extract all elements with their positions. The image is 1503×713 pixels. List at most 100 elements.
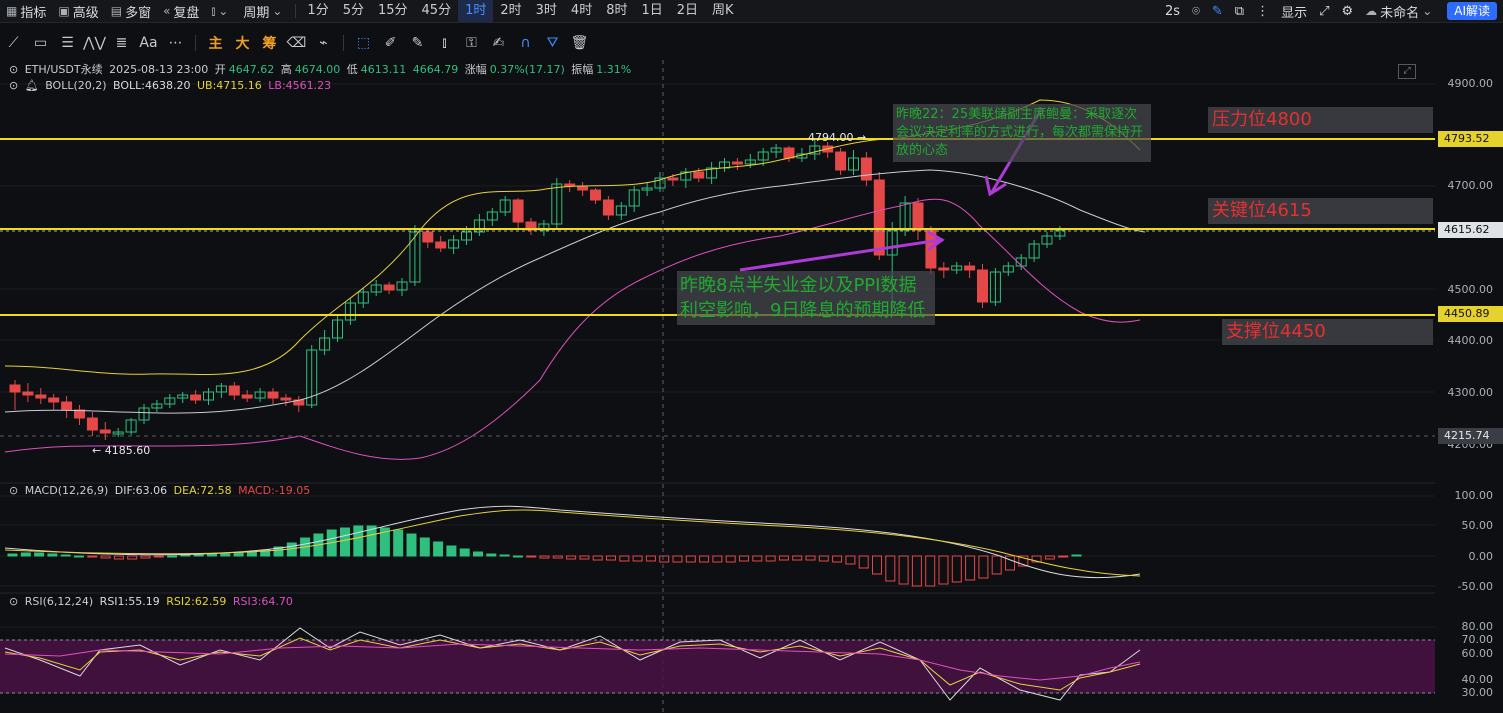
macd-bar — [419, 537, 430, 557]
more-tools-icon[interactable]: ⋯ — [168, 35, 183, 51]
rsi3-line — [4, 643, 1141, 681]
macd-bar — [925, 555, 936, 587]
timeframe-tabs: 1分 5分 15分 45分 1时 2时 3时 4时 8时 1日 2日 周K — [300, 0, 740, 22]
chart-canvas[interactable]: 4794.00 → ← 4185.60 — [0, 60, 1435, 713]
macd-bar — [499, 554, 510, 557]
advanced-button[interactable]: ▣ 高级 — [58, 4, 99, 21]
measure-icon[interactable]: ⌁ — [319, 35, 328, 51]
top-toolbar: ▦ 指标 ▣ 高级 ▤ 多窗 «复盘 ⫾ ⌄ 周期 ⌄ 1分 5分 15分 45分 1时 2时 3时 4… — [0, 0, 1503, 23]
camera-icon[interactable]: ⌾ — [1192, 3, 1200, 19]
price-axis[interactable]: 4900.00 4700.00 4500.00 4400.00 4300.00 … — [1435, 60, 1503, 713]
timeframe-tab[interactable]: 3时 — [535, 3, 557, 18]
macd-bar — [393, 529, 404, 557]
trash-icon[interactable]: 🗑 — [570, 35, 589, 51]
timeframe-tab[interactable]: 4时 — [570, 3, 593, 18]
candle-body — [396, 281, 408, 291]
ai-interpret-button[interactable]: AI解读 — [1447, 2, 1497, 20]
gear-icon[interactable]: ⚙ — [1341, 3, 1354, 19]
candle-body — [912, 202, 924, 231]
candle-body — [989, 271, 1001, 303]
fib-tool-icon[interactable]: ≣ — [115, 35, 128, 51]
display-button[interactable]: 显示 — [1281, 5, 1308, 21]
candle-body — [448, 239, 460, 249]
main-button[interactable]: 主 — [208, 36, 223, 52]
macd-bar — [1018, 555, 1029, 567]
timeframe-tab[interactable]: 1时 — [458, 0, 494, 22]
timeframe-tab[interactable]: 1日 — [641, 3, 663, 18]
calendar-icon: ▣ — [58, 4, 70, 18]
macd-bar — [818, 555, 829, 562]
chart-type-button[interactable]: ⫾ ⌄ — [205, 0, 237, 22]
chips-button[interactable]: 筹 — [262, 36, 277, 52]
filter-icon[interactable]: ⛛ — [546, 35, 559, 51]
parallel-lines-icon[interactable]: ☰ — [61, 35, 74, 51]
candle-body — [654, 177, 666, 189]
candle-body — [512, 199, 524, 223]
candle-body — [499, 199, 511, 213]
timeframe-tab[interactable]: 2时 — [500, 3, 522, 18]
popout-icon[interactable]: ⧉ — [1234, 3, 1245, 19]
macd-bar — [938, 555, 949, 585]
timeframe-tab[interactable]: 1分 — [307, 3, 329, 18]
line-tool-icon[interactable]: ⟋ — [8, 35, 19, 51]
select-icon[interactable]: ⬚ — [356, 35, 371, 51]
macd-bar — [965, 555, 976, 581]
multiwindow-button[interactable]: ▤ 多窗 — [110, 4, 152, 21]
lock-icon[interactable]: ⚿ — [466, 35, 477, 51]
replay-button[interactable]: «复盘 — [163, 4, 200, 21]
maximize-icon[interactable]: ⤢ — [1398, 64, 1416, 79]
candle-body — [370, 284, 382, 293]
macd-bar — [566, 555, 577, 560]
candle-body — [435, 241, 447, 249]
bell-icon[interactable]: 🔔︎ — [24, 79, 39, 92]
timeframe-tab[interactable]: 2日 — [676, 3, 699, 18]
pen-icon[interactable]: ✎ — [1211, 3, 1223, 19]
macd-bar — [659, 555, 670, 563]
brush-icon[interactable]: ✐ — [384, 35, 397, 51]
support-label[interactable]: 支撑位4450 — [1222, 319, 1433, 345]
timeframe-tab[interactable]: 15分 — [377, 3, 408, 18]
note-icon[interactable]: ✍ — [492, 35, 505, 51]
chart-area[interactable]: 4794.00 → ← 4185.60 ⊙ ETH/USDT永续 2025-08-… — [0, 60, 1435, 713]
resistance-label[interactable]: 压力位4800 — [1208, 107, 1433, 133]
macd-bar — [473, 551, 483, 557]
collapse-icon[interactable]: ⊙ — [9, 595, 19, 608]
macd-bar — [433, 541, 444, 557]
candle-body — [383, 284, 395, 291]
ppi-annotation[interactable]: 昨晚8点半失业金以及PPI数据利空影响，9日降息的预期降低 — [677, 271, 935, 325]
rectangle-tool-icon[interactable]: ▭ — [33, 35, 48, 51]
fullscreen-icon[interactable]: ⤢ — [1319, 3, 1330, 19]
rsi-band — [0, 640, 1435, 693]
macd-bar — [805, 555, 816, 561]
key-level-label[interactable]: 关键位4615 — [1208, 198, 1433, 224]
fed-annotation[interactable]: 昨晚22：25美联储副主席鲍曼：采取逐次会议决定利率的方式进行，每次都需保持开放… — [893, 104, 1151, 162]
indicators-button[interactable]: ▦ 指标 — [6, 4, 47, 21]
timeframe-tab[interactable]: 8时 — [606, 3, 628, 18]
settings-icon[interactable]: ⋮ — [1256, 3, 1270, 19]
collapse-icon[interactable]: ⊙ — [9, 484, 19, 497]
timeframe-tab[interactable]: 周K — [712, 3, 734, 18]
bars-icon[interactable]: ⫾ — [442, 35, 447, 51]
wave-tool-icon[interactable]: ⋀⋁ — [83, 35, 106, 51]
macd-bar — [778, 555, 789, 561]
text-tool-button[interactable]: Aa — [139, 35, 158, 51]
macd-bar — [712, 555, 723, 563]
macd-bar — [113, 555, 124, 560]
collapse-icon[interactable]: ⊙ — [9, 79, 19, 92]
resistance-price-tag: 4793.52 — [1438, 131, 1503, 147]
highlighter-icon[interactable]: ✎ — [411, 35, 424, 51]
macd-bar — [792, 555, 803, 561]
collapse-icon[interactable]: ⊙ — [9, 63, 19, 76]
boll-mid-line — [4, 169, 1146, 414]
rsi-tick: 70.00 — [1461, 633, 1494, 646]
timeframe-tab[interactable]: 45分 — [421, 3, 452, 18]
unnamed-layout-button[interactable]: ☁ 未命名 ⌄ — [1365, 4, 1433, 21]
candle-body — [409, 231, 421, 283]
magnet-icon[interactable]: ∩ — [520, 35, 531, 51]
refresh-interval[interactable]: 2s — [1165, 3, 1181, 19]
timeframe-tab[interactable]: 5分 — [342, 3, 364, 18]
period-button[interactable]: 周期 ⌄ — [243, 4, 283, 21]
eraser-icon[interactable]: ⌫ — [286, 35, 307, 51]
big-button[interactable]: 大 — [235, 36, 250, 52]
arrow-head — [927, 230, 945, 252]
